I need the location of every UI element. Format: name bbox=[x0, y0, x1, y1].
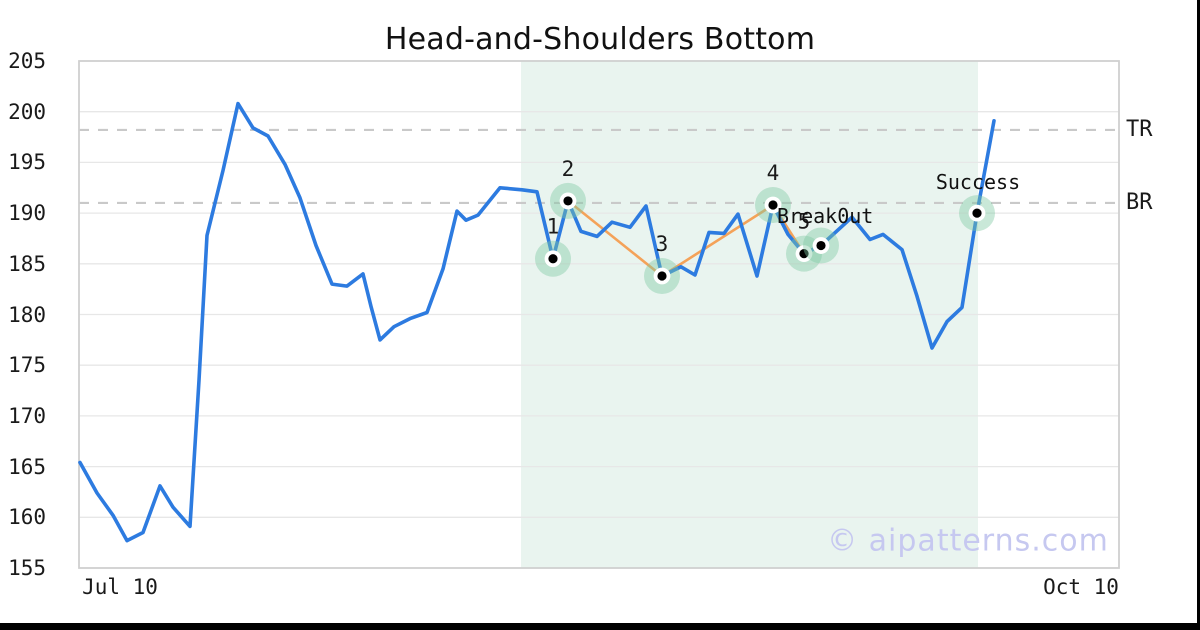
x-axis-tick-oct10: Oct 10 bbox=[1043, 575, 1119, 599]
image-right-border bbox=[1197, 0, 1200, 630]
plot-border bbox=[78, 60, 1120, 569]
marker-5-dot bbox=[799, 249, 809, 259]
y-tick-label-200: 200 bbox=[8, 99, 46, 124]
y-tick-label-165: 165 bbox=[8, 454, 46, 479]
x-axis-tick-jul10: Jul 10 bbox=[82, 575, 158, 599]
gridlines bbox=[79, 111, 1119, 518]
marker-4-dot bbox=[768, 200, 778, 210]
y-tick-label-170: 170 bbox=[8, 403, 46, 428]
marker-1-dot bbox=[548, 254, 558, 264]
y-tick-label-175: 175 bbox=[8, 353, 46, 378]
point-label-4: 4 bbox=[767, 161, 780, 185]
image-bottom-border bbox=[0, 623, 1200, 630]
y-tick-label-205: 205 bbox=[8, 49, 46, 73]
target-level-label: TR bbox=[1126, 116, 1153, 142]
marker-2-dot bbox=[563, 196, 573, 206]
y-tick-label-160: 160 bbox=[8, 505, 46, 530]
chart-title: Head-and-Shoulders Bottom bbox=[384, 22, 816, 57]
y-tick-label-195: 195 bbox=[8, 150, 46, 175]
breakout-annotation: Break0ut bbox=[777, 204, 874, 228]
marker-3-dot bbox=[657, 271, 667, 281]
marker-break0ut-dot bbox=[816, 240, 826, 251]
plot-border-rect bbox=[78, 60, 1120, 569]
pattern-point-number-labels: 1 2 3 4 5 bbox=[547, 157, 811, 256]
breakout-level-label: BR bbox=[1126, 189, 1153, 215]
y-tick-label-180: 180 bbox=[8, 302, 46, 327]
watermark: © aipatterns.com bbox=[827, 523, 1109, 559]
y-tick-label-185: 185 bbox=[8, 251, 46, 276]
pattern-point-markers bbox=[535, 182, 995, 294]
dashed-level-lines bbox=[79, 128, 1119, 205]
point-label-3: 3 bbox=[656, 232, 669, 256]
point-label-5: 5 bbox=[798, 210, 811, 234]
point-label-2: 2 bbox=[562, 157, 575, 181]
success-annotation: Success bbox=[935, 170, 1021, 194]
y-tick-label-190: 190 bbox=[8, 201, 46, 226]
marker-success-dot bbox=[972, 208, 982, 218]
point-label-1: 1 bbox=[547, 215, 560, 239]
y-tick-label-155: 155 bbox=[8, 556, 46, 580]
